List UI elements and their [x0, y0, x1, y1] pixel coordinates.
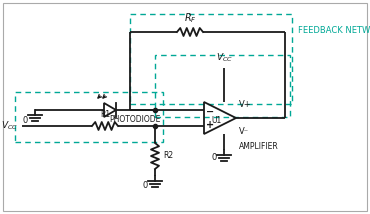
- Text: R2: R2: [163, 152, 173, 160]
- Bar: [155, 55, 290, 117]
- Text: U1: U1: [211, 116, 221, 125]
- Text: V⁻: V⁻: [239, 128, 249, 137]
- Bar: [130, 14, 292, 104]
- Text: 0: 0: [142, 181, 148, 190]
- Text: $V_{CC}$: $V_{CC}$: [215, 52, 232, 64]
- Text: PHOTODIODE: PHOTODIODE: [109, 115, 161, 124]
- Text: FEEDBACK NETWORK: FEEDBACK NETWORK: [298, 25, 370, 34]
- Text: R1: R1: [100, 110, 110, 119]
- Text: $R_F$: $R_F$: [184, 11, 196, 25]
- Text: +: +: [206, 120, 214, 130]
- Text: 0: 0: [211, 153, 216, 162]
- Text: V+: V+: [239, 100, 252, 108]
- Text: AMPLIFIER: AMPLIFIER: [239, 142, 279, 151]
- Text: −: −: [206, 107, 214, 117]
- Text: 0: 0: [22, 116, 28, 125]
- Bar: [15, 92, 163, 142]
- Text: $V_{CC}$: $V_{CC}$: [1, 120, 18, 132]
